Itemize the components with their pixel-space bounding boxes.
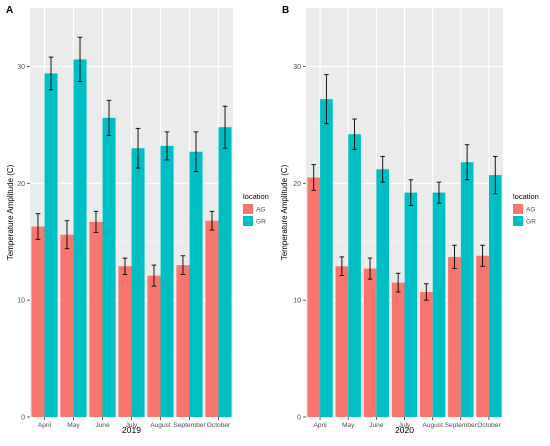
x-tick-label: July [126,422,138,429]
legend-key-gr [243,216,253,226]
bar-ag-july [118,266,132,417]
bar-ag-may [60,234,74,417]
legend-label-ag: AG [526,207,536,214]
legend-label-ag: AG [256,207,266,214]
bar-ag-august [147,275,161,417]
bar-ag-april [31,226,45,417]
legend-label-gr: GR [526,219,536,226]
y-tick-label: 10 [17,298,25,305]
bar-ag-october [476,255,489,417]
bar-ag-july [391,282,405,417]
legend-title: location [513,192,539,201]
bar-gr-july [404,192,418,417]
x-tick-label: April [313,422,327,429]
x-tick-label: October [477,422,501,429]
bar-gr-april [320,99,333,418]
bar-ag-september [176,265,190,417]
y-axis-title: Temperature Amplitude (C) [6,164,15,260]
x-tick-label: May [342,422,355,429]
panel-label: B [282,5,289,16]
x-tick-label: August [150,422,171,429]
bar-ag-september [448,256,461,417]
bar-gr-april [44,73,58,417]
chart-panel-b: 0 10 20 30 April May June July August September Oc… [280,5,539,435]
y-tick-label: 0 [21,415,25,422]
bar-gr-september [189,151,203,417]
legend-label-gr: GR [256,219,266,226]
bar-gr-september [460,162,474,417]
legend-key-gr [513,216,523,226]
bar-ag-august [419,291,433,417]
bar-gr-october [218,127,232,418]
bar-gr-may [348,134,361,417]
y-tick-label: 10 [293,298,301,305]
bar-ag-june [89,221,103,417]
bar-ag-may [335,266,349,417]
x-tick-label: August [422,422,443,429]
bar-gr-june [102,117,116,418]
x-axis-title: 2020 [395,425,414,435]
y-tick-label: 20 [293,181,301,188]
y-tick-label: 20 [17,181,25,188]
legend: location AG GR [513,192,539,226]
y-tick-label: 30 [293,64,301,71]
bar-gr-august [160,145,174,418]
x-tick-label: September [445,422,478,429]
x-tick-label: September [173,422,206,429]
x-tick-label: October [207,422,231,429]
y-tick-label: 0 [297,415,301,422]
x-tick-label: May [67,422,80,429]
x-tick-label: June [369,422,384,429]
y-axis-title: Temperature Amplitude (C) [280,164,289,260]
x-tick-label: July [399,422,411,429]
legend: location AG GR [243,192,269,226]
y-tick-label: 30 [17,64,25,71]
bar-ag-april [307,177,321,417]
panel-label: A [6,5,13,16]
bar-gr-june [376,169,390,417]
legend-key-ag [243,204,253,214]
legend-title: location [243,192,269,201]
chart-panel-a: 0 10 20 30 April May June July August September Oc… [6,5,269,435]
bar-gr-may [73,59,87,417]
bar-gr-july [131,148,145,417]
bar-ag-october [205,220,219,417]
legend-key-ag [513,204,523,214]
x-tick-label: June [95,422,110,429]
bar-gr-august [432,192,446,417]
bar-gr-october [488,175,502,417]
x-tick-label: April [38,422,52,429]
bar-ag-june [363,268,377,417]
x-axis-title: 2019 [122,425,141,435]
